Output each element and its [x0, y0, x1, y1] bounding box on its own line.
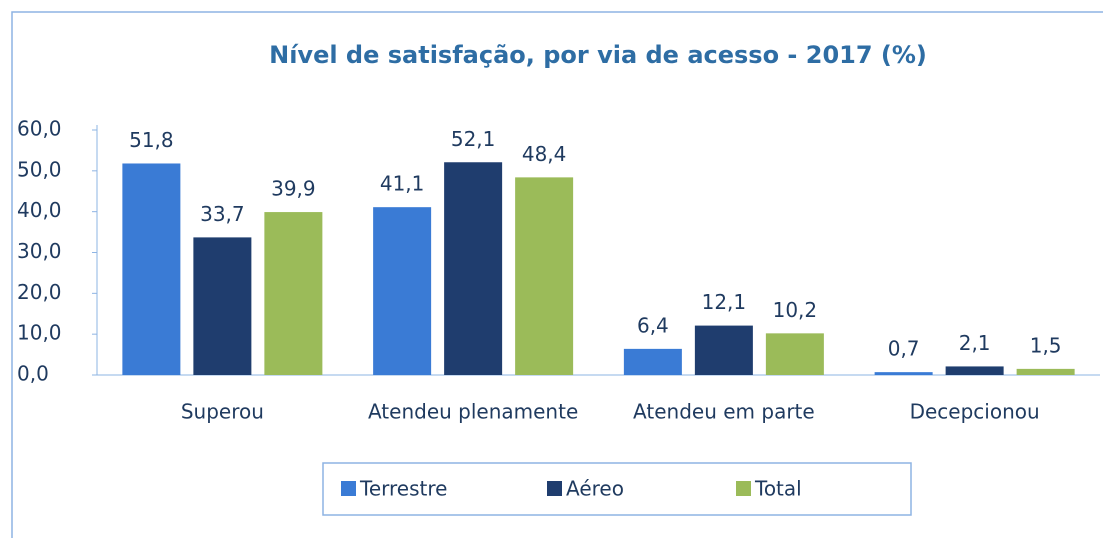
- bar: [515, 177, 574, 375]
- value-label: 39,9: [271, 177, 316, 201]
- legend-label: Terrestre: [359, 477, 447, 501]
- value-label: 41,1: [380, 172, 425, 196]
- bar: [1016, 368, 1075, 375]
- bar: [264, 212, 323, 375]
- value-label: 0,7: [888, 337, 920, 361]
- bar: [765, 333, 824, 375]
- value-label: 1,5: [1030, 333, 1062, 357]
- x-tick-label: Superou: [181, 400, 264, 424]
- legend-swatch: [547, 481, 562, 496]
- bar: [193, 237, 252, 375]
- x-tick-label: Decepcionou: [910, 400, 1040, 424]
- x-tick-label: Atendeu plenamente: [368, 400, 578, 424]
- legend-swatch: [736, 481, 751, 496]
- bar: [874, 372, 933, 375]
- value-label: 6,4: [637, 313, 669, 337]
- value-label: 48,4: [522, 142, 567, 166]
- chart-title: Nível de satisfação, por via de acesso -…: [269, 41, 927, 69]
- legend-box: [322, 462, 912, 516]
- bar: [623, 348, 682, 375]
- legend-label: Total: [754, 477, 802, 501]
- bar: [694, 325, 753, 375]
- y-tick-label: 40,0: [17, 198, 62, 222]
- y-tick-label: 30,0: [17, 239, 62, 263]
- bar: [122, 163, 181, 375]
- y-tick-label: 10,0: [17, 321, 62, 345]
- bar: [373, 207, 432, 375]
- y-tick-label: 20,0: [17, 280, 62, 304]
- legend-swatch: [341, 481, 356, 496]
- value-label: 52,1: [451, 127, 496, 151]
- value-label: 12,1: [702, 290, 747, 314]
- value-label: 10,2: [773, 298, 818, 322]
- y-tick-label: 50,0: [17, 157, 62, 181]
- legend-label: Aéreo: [566, 477, 624, 501]
- value-label: 2,1: [959, 331, 991, 355]
- bar: [945, 366, 1004, 375]
- x-tick-label: Atendeu em parte: [633, 400, 815, 424]
- bar: [444, 162, 503, 375]
- value-label: 33,7: [200, 202, 245, 226]
- y-tick-label: 0,0: [17, 362, 49, 386]
- y-tick-label: 60,0: [17, 117, 62, 141]
- chart-frame: [11, 11, 1103, 538]
- value-label: 51,8: [129, 128, 174, 152]
